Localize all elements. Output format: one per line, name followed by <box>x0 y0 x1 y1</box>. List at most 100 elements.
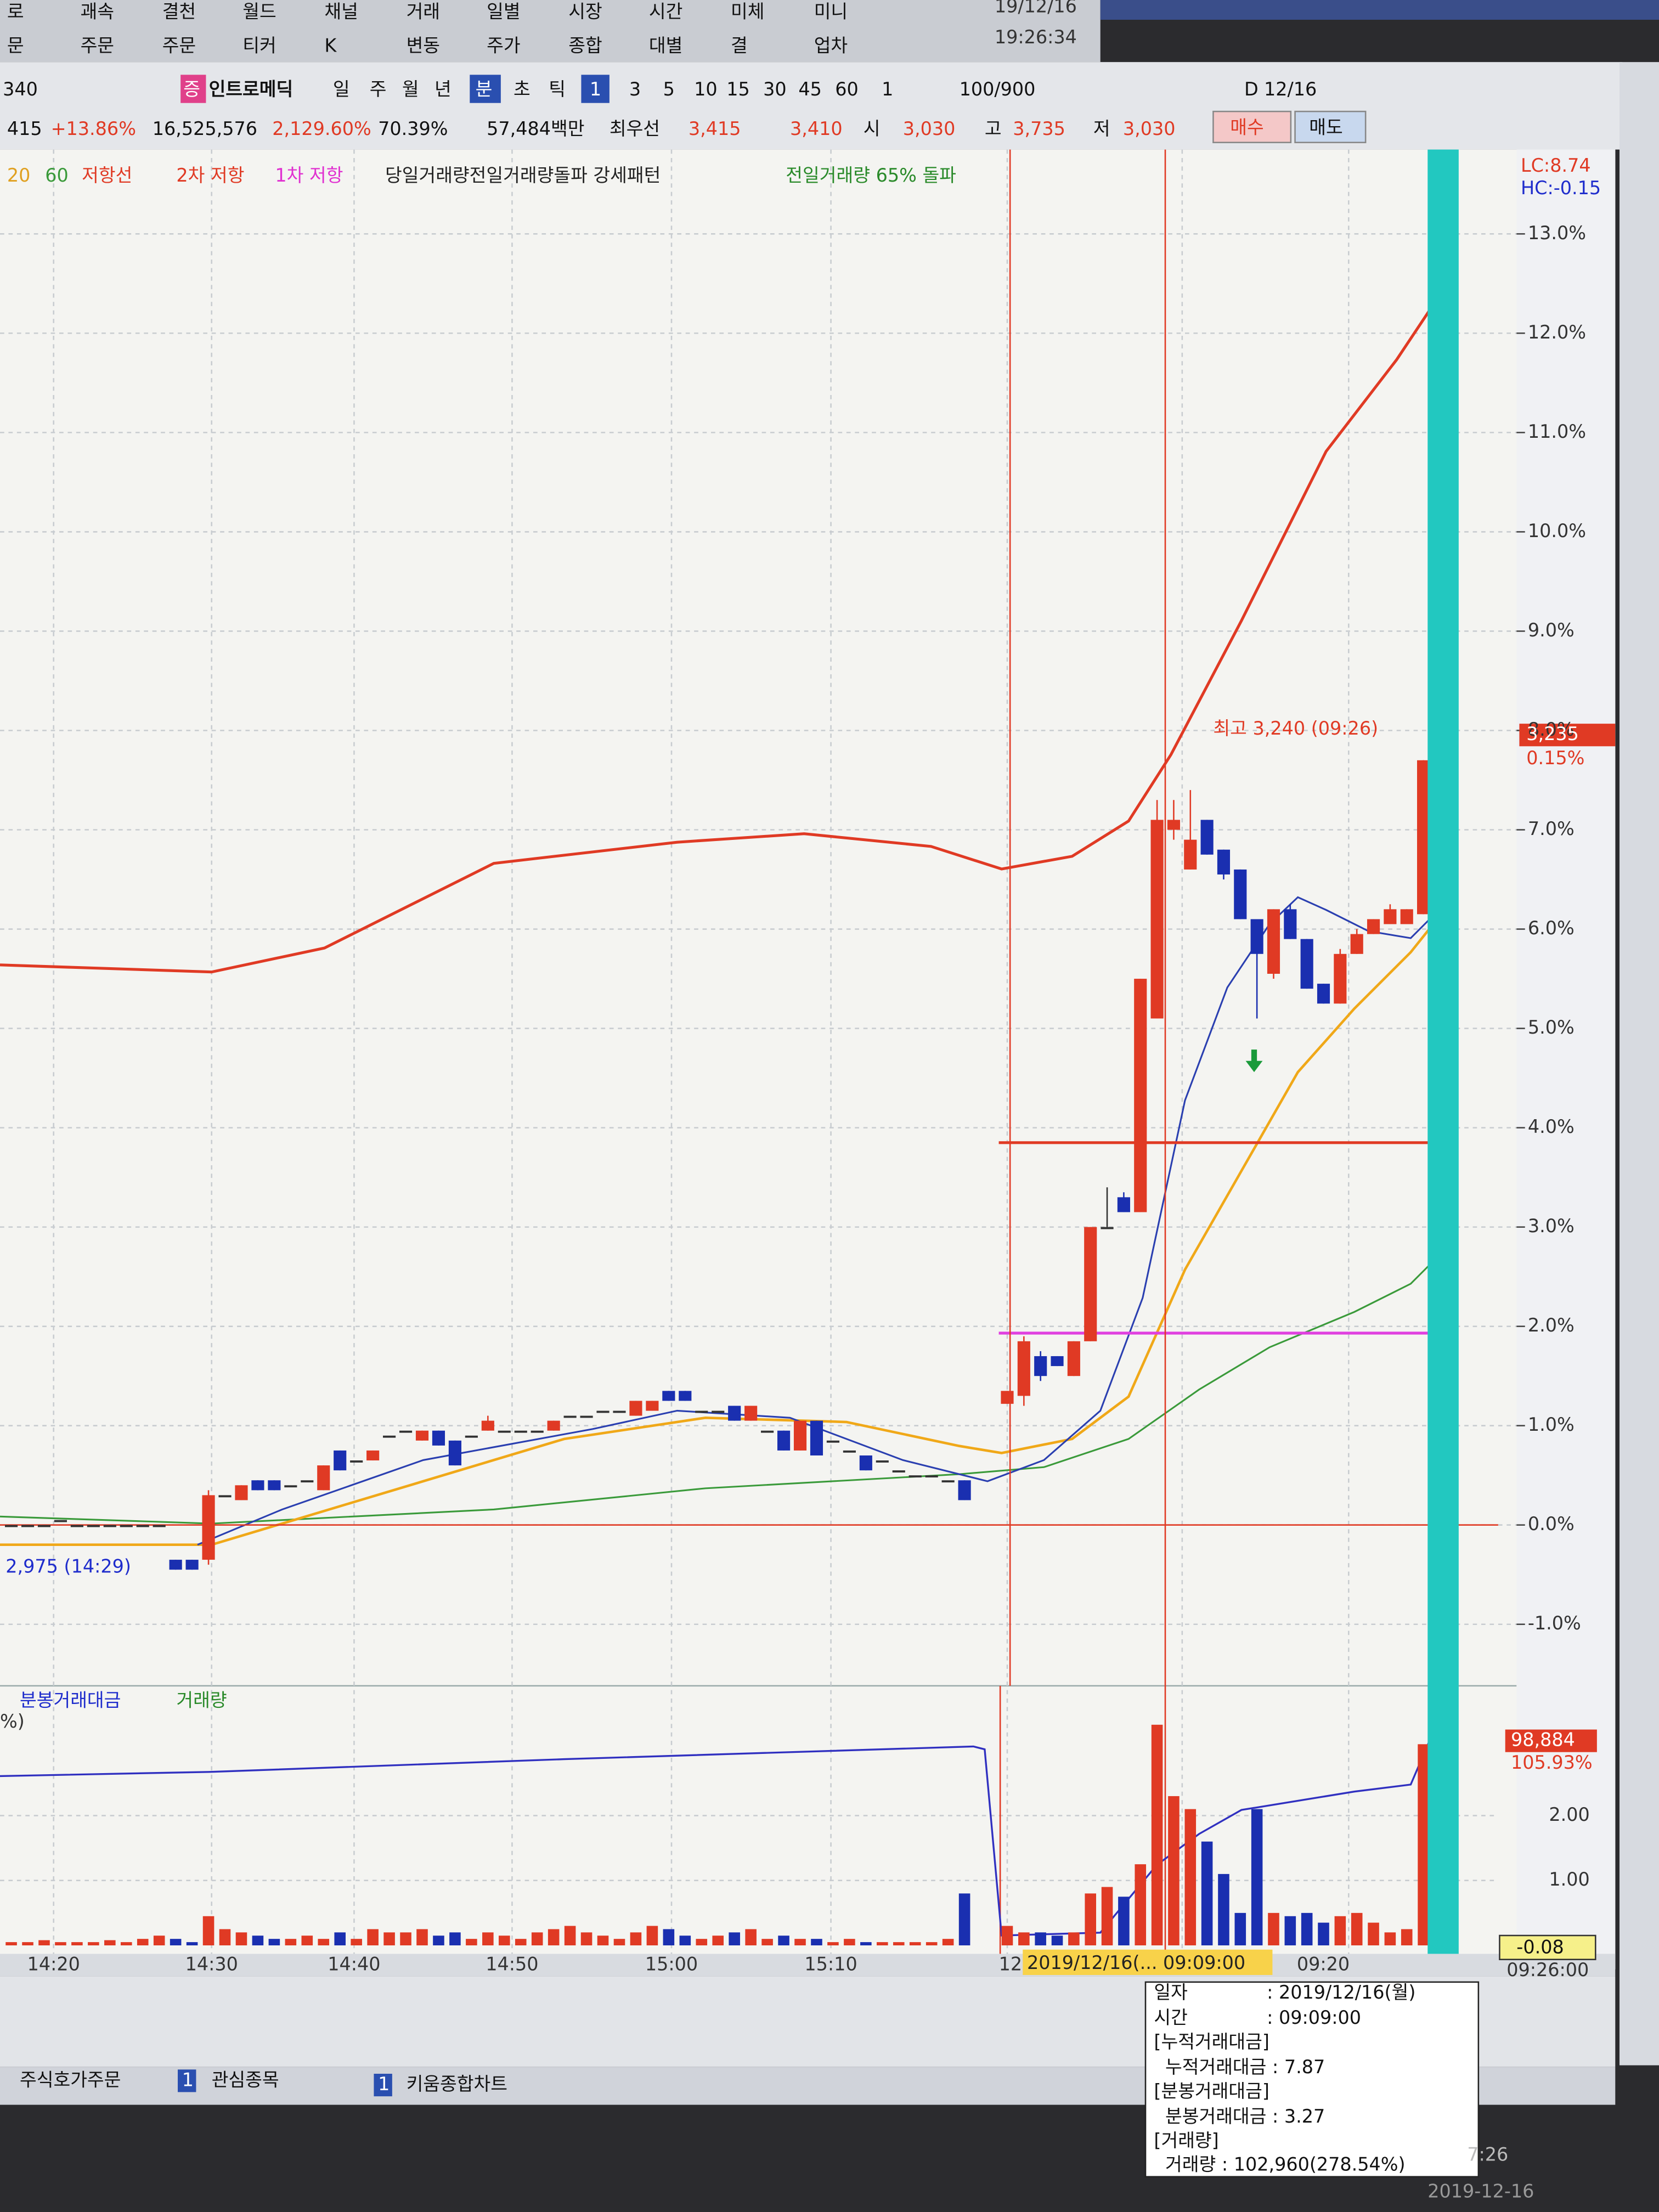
toolbar-item[interactable]: 년 <box>435 78 452 100</box>
candle-body <box>1051 1356 1064 1367</box>
volume-bar <box>597 1936 609 1945</box>
tooltip-line: 시간 <box>1154 2007 1187 2028</box>
toolbar-item[interactable]: 초 <box>514 78 531 100</box>
toolbar-item[interactable]: 일 <box>333 78 350 100</box>
volume-bar <box>663 1929 675 1945</box>
candle-body <box>613 1410 626 1413</box>
volume-bar <box>1118 1897 1130 1945</box>
candle-body <box>629 1401 642 1416</box>
volume-bar <box>1018 1932 1030 1945</box>
menu-item[interactable]: 거래 <box>407 1 440 22</box>
volume-bar <box>5 1942 17 1945</box>
menu-item[interactable]: 채널 <box>324 1 358 22</box>
menu-item[interactable]: 시간 <box>649 1 682 22</box>
menu-item[interactable]: 미체 <box>731 1 764 22</box>
candle-body <box>202 1495 215 1560</box>
toolbar-item[interactable]: 1 <box>590 78 601 100</box>
menu-item[interactable]: 종합 <box>568 35 602 56</box>
menu-item[interactable]: 결 <box>731 35 748 56</box>
toolbar-item[interactable]: 증 <box>183 78 200 100</box>
menu-item[interactable]: 시장 <box>568 1 602 22</box>
volume-bar <box>515 1939 527 1945</box>
toolbar-item[interactable]: 60 <box>835 78 859 100</box>
task-tab[interactable]: 관심종목 <box>212 2069 279 2090</box>
volume-bar <box>449 1932 461 1945</box>
candle-body <box>1250 919 1263 954</box>
toolbar-item[interactable]: 15 <box>726 78 750 100</box>
task-tab[interactable]: 주식호가주문 <box>20 2069 121 2090</box>
candle-body <box>679 1391 692 1401</box>
toolbar-item[interactable]: 분 <box>476 78 493 100</box>
volume-bar <box>729 1932 740 1945</box>
toolbar-item[interactable]: 45 <box>798 78 822 100</box>
toolbar-item[interactable]: 10 <box>694 78 718 100</box>
menu-item[interactable]: 일별 <box>487 1 520 22</box>
menu-item[interactable]: 문 <box>7 35 24 56</box>
menu-bar <box>0 0 1101 63</box>
menu-item[interactable]: 월드 <box>242 1 276 22</box>
menu-item[interactable]: 주문 <box>81 35 114 56</box>
x-tick-label: 14:30 <box>185 1954 238 1975</box>
toolbar-item[interactable]: 12/16 <box>1264 78 1317 100</box>
volume-bar <box>367 1929 379 1945</box>
chart-area <box>0 149 1616 1970</box>
menu-item[interactable]: 티커 <box>242 35 276 56</box>
lc-label: LC:8.74 <box>1521 155 1591 176</box>
candle-body <box>810 1420 823 1455</box>
x-tick-label: 12 <box>999 1954 1023 1975</box>
candle-body <box>1217 849 1231 874</box>
y-tick-label: 4.0% <box>1528 1116 1575 1137</box>
menu-item[interactable]: 괘속 <box>81 1 114 22</box>
tooltip-line: 일자 <box>1154 1982 1187 2003</box>
y-tick-label: 13.0% <box>1528 222 1586 244</box>
buy-label[interactable]: 매수 <box>1230 117 1263 138</box>
task-tab[interactable]: 키움종합차트 <box>407 2073 507 2095</box>
menu-item[interactable]: K <box>324 35 337 56</box>
y-tick-label: 5.0% <box>1528 1017 1575 1038</box>
toolbar-item[interactable]: 1 <box>882 78 893 100</box>
candle-body <box>1284 909 1297 939</box>
toggle-active[interactable] <box>581 75 610 103</box>
toolbar-item[interactable]: 5 <box>663 78 675 100</box>
candle-body <box>185 1560 199 1570</box>
menu-item[interactable]: 로 <box>7 1 24 22</box>
toolbar-item[interactable]: 주 <box>370 78 387 100</box>
menu-item[interactable]: 주가 <box>487 35 520 56</box>
toolbar-item[interactable]: 틱 <box>549 78 566 100</box>
toolbar-item[interactable]: 340 <box>3 78 38 100</box>
sell-button[interactable] <box>1294 110 1367 143</box>
menu-item[interactable]: 변동 <box>407 35 440 56</box>
volume-bar <box>202 1916 215 1945</box>
menu-item[interactable]: 업차 <box>814 35 848 56</box>
tooltip-line: 누적거래대금 : 7.87 <box>1165 2056 1325 2078</box>
toolbar-item[interactable]: D <box>1244 78 1259 100</box>
ma-5 <box>197 896 1440 1546</box>
toolbar-item[interactable]: 월 <box>402 78 419 100</box>
candle-body <box>1200 820 1214 855</box>
volume-bar <box>1284 1916 1296 1945</box>
toolbar-item[interactable]: 인트로메딕 <box>209 78 294 100</box>
menu-item[interactable]: 대별 <box>649 35 682 56</box>
y-axis-area <box>1516 149 1616 1970</box>
quote-field: 3,030 <box>903 118 956 139</box>
toolbar-item[interactable]: 3 <box>629 78 641 100</box>
sell-label[interactable]: 매도 <box>1309 117 1342 138</box>
volume-bar <box>120 1942 132 1945</box>
menu-item[interactable]: 주문 <box>162 35 196 56</box>
toolbar-item[interactable]: 100/900 <box>960 78 1036 100</box>
menu-item[interactable]: 결천 <box>162 1 196 22</box>
candle-body <box>761 1430 774 1433</box>
last-volume: 98,884 <box>1511 1729 1575 1751</box>
toggle-active[interactable] <box>470 75 501 103</box>
toolbar-item[interactable]: 30 <box>763 78 787 100</box>
volume-bar <box>564 1926 576 1945</box>
candle-body <box>481 1420 494 1431</box>
volume-bar <box>958 1893 970 1945</box>
buy-button[interactable] <box>1212 110 1292 143</box>
cursor-flag <box>1023 1949 1273 1975</box>
y-tick-label: 0.0% <box>1528 1513 1575 1534</box>
menu-item[interactable]: 미니 <box>814 1 848 22</box>
candle-body <box>646 1401 659 1411</box>
candle-body <box>1101 1227 1114 1229</box>
